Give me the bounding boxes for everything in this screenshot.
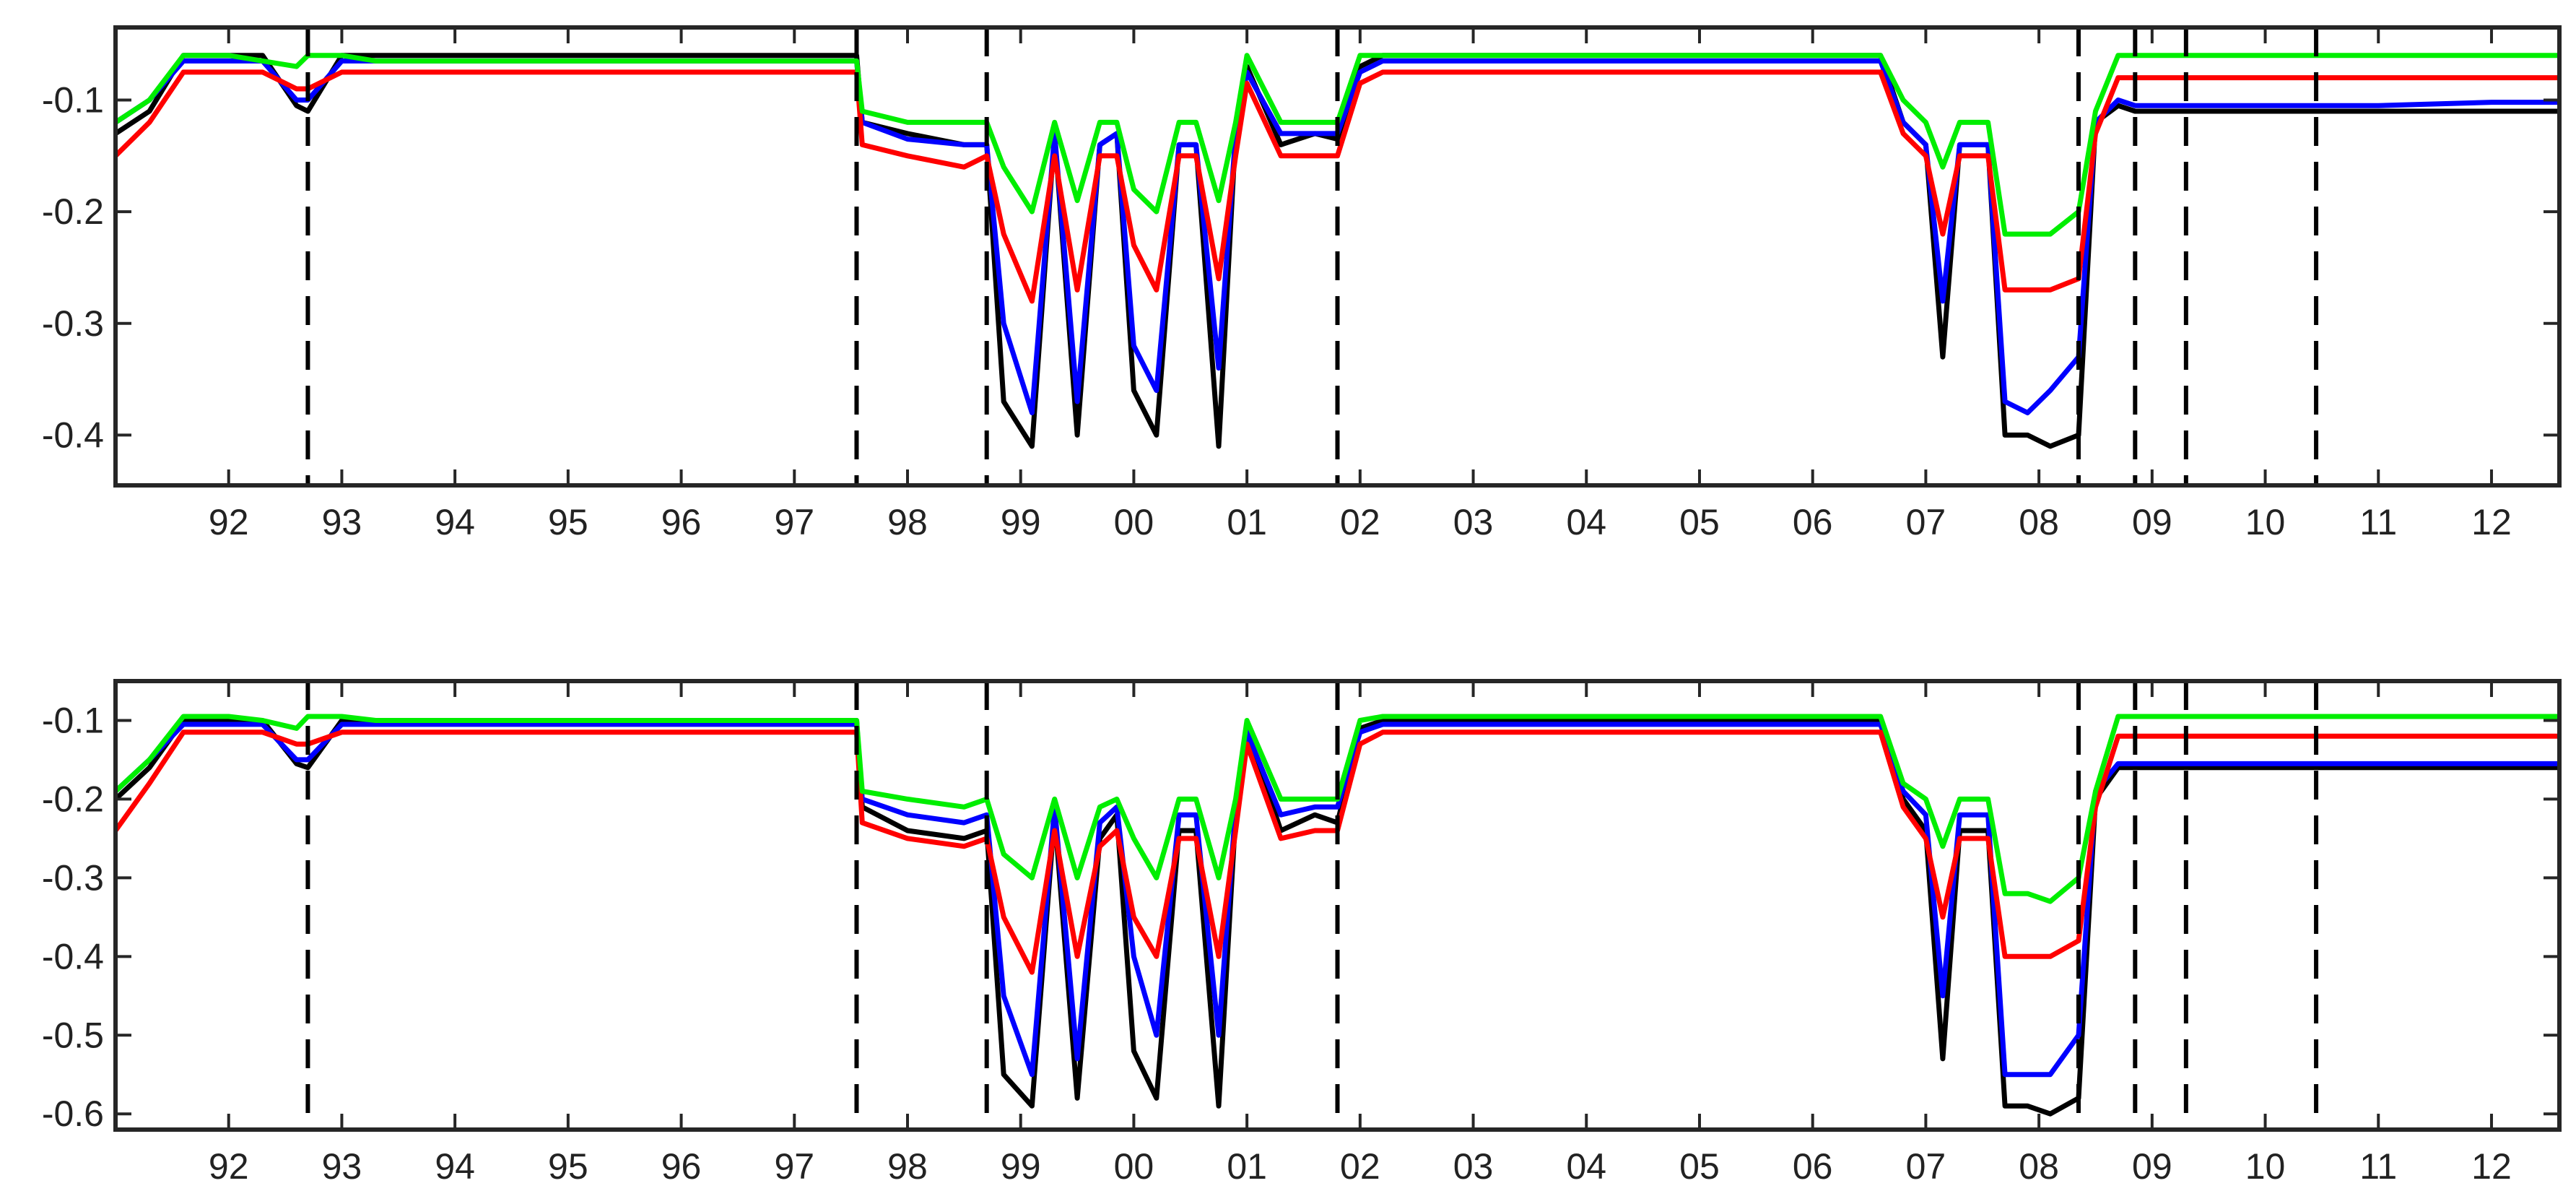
x-tick-label: 92 — [209, 1146, 249, 1187]
x-tick-label: 05 — [1679, 1146, 1720, 1187]
x-tick-label: 92 — [209, 502, 249, 542]
x-tick-label: 01 — [1227, 1146, 1267, 1187]
series-line-3 — [114, 53, 2559, 237]
x-tick-label: 00 — [1114, 1146, 1154, 1187]
x-tick-label: 99 — [1001, 502, 1041, 542]
y-tick-label: -0.4 — [42, 415, 104, 455]
x-tick-label: 07 — [1906, 1146, 1946, 1187]
x-tick-label: 02 — [1340, 502, 1380, 542]
y-tick-label: -0.6 — [42, 1093, 104, 1134]
x-tick-label: 06 — [1793, 1146, 1833, 1187]
x-tick-label: 94 — [435, 1146, 475, 1187]
x-tick-label: 11 — [2359, 502, 2397, 542]
x-tick-label: 98 — [887, 1146, 928, 1187]
axes-frame — [113, 679, 2562, 1132]
x-tick-label: 09 — [2132, 1146, 2172, 1187]
series-line-2 — [113, 69, 2559, 304]
x-tick-label: 05 — [1679, 502, 1720, 542]
x-tick-label: 10 — [2245, 1146, 2286, 1187]
x-tick-label: 96 — [661, 1146, 702, 1187]
y-tick-label: -0.4 — [42, 936, 104, 976]
x-tick-label: 97 — [774, 502, 814, 542]
x-tick-label: 00 — [1114, 502, 1154, 542]
x-tick-label: 12 — [2471, 1146, 2512, 1187]
bottom-panel: -0.1 -0.2 -0.3 -0.4 -0.5 -0.6 92 93 94 95 96 97 98 99… — [42, 679, 2562, 1187]
x-tick-label: 93 — [322, 1146, 362, 1187]
y-tick-label: -0.1 — [42, 80, 104, 121]
x-tick-label: 99 — [1001, 1146, 1041, 1187]
x-tick-label: 96 — [661, 502, 702, 542]
y-tick-label: -0.1 — [42, 700, 104, 740]
x-tick-label: 09 — [2132, 502, 2172, 542]
y-tick-label: -0.3 — [42, 857, 104, 898]
x-tick-label: 08 — [2019, 502, 2059, 542]
x-tick-label: 95 — [548, 1146, 588, 1187]
x-tick-label: 95 — [548, 502, 588, 542]
y-tick-label: -0.3 — [42, 303, 104, 344]
y-tick-label: -0.5 — [42, 1015, 104, 1055]
x-tick-label: 11 — [2359, 1146, 2397, 1187]
x-tick-label: 01 — [1227, 502, 1267, 542]
x-tick-label: 10 — [2245, 502, 2286, 542]
top-panel: -0.1 -0.2 -0.3 -0.4 92 93 94 95 96 97 98 99 00 01 02 03… — [42, 25, 2562, 542]
x-tick-label: 07 — [1906, 502, 1946, 542]
x-tick-label: 04 — [1566, 1146, 1606, 1187]
x-tick-label: 03 — [1453, 1146, 1494, 1187]
axes-frame — [113, 25, 2562, 488]
x-tick-label: 93 — [322, 502, 362, 542]
x-tick-label: 02 — [1340, 1146, 1380, 1187]
x-tick-label: 94 — [435, 502, 475, 542]
y-tick-label: -0.2 — [42, 191, 104, 232]
x-tick-label: 98 — [887, 502, 928, 542]
x-tick-label: 03 — [1453, 502, 1494, 542]
series-line-3 — [113, 714, 2559, 904]
series-line-1 — [113, 722, 2559, 1078]
x-tick-label: 06 — [1793, 502, 1833, 542]
series-line-2 — [113, 729, 2559, 975]
x-tick-label: 12 — [2471, 502, 2512, 542]
x-tick-label: 97 — [774, 1146, 814, 1187]
x-tick-label: 08 — [2019, 1146, 2059, 1187]
x-tick-label: 04 — [1566, 502, 1606, 542]
y-tick-label: -0.2 — [42, 779, 104, 819]
